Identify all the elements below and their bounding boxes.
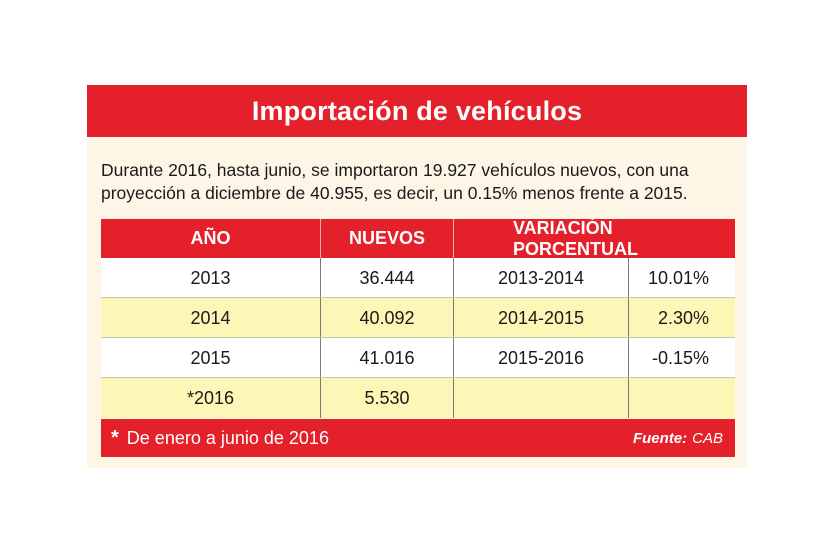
- cell-pct: 2.30%: [657, 307, 709, 328]
- table-header: AÑO NUEVOS VARIACIÓN PORCENTUAL: [101, 217, 735, 259]
- infographic-title: Importación de vehículos: [87, 85, 747, 137]
- cell-pct: 10.01%: [647, 267, 709, 288]
- table-row: 2014 40.092 2014-2015 2.30%: [101, 298, 735, 338]
- cell-period: [454, 378, 628, 418]
- cell-pct: [629, 378, 735, 418]
- cell-period: 2013-2014: [497, 267, 585, 288]
- cell-new: 36.444: [359, 267, 415, 288]
- intro-text: Durante 2016, hasta junio, se importaron…: [101, 159, 737, 205]
- cell-year: *2016: [186, 387, 235, 408]
- cell-period: 2015-2016: [497, 347, 585, 368]
- cell-pct: -0.15%: [651, 347, 709, 368]
- import-table: AÑO NUEVOS VARIACIÓN PORCENTUAL 2013 36.…: [101, 217, 735, 418]
- source-label: Fuente:: [632, 429, 688, 447]
- source-credit: Fuente: CAB: [633, 419, 723, 457]
- table-row: *2016 5.530: [101, 378, 735, 418]
- table-row: 2013 36.444 2013-2014 10.01%: [101, 258, 735, 298]
- header-new: NUEVOS: [348, 228, 426, 248]
- header-variation: VARIACIÓN PORCENTUAL: [513, 217, 638, 259]
- cell-year: 2015: [190, 347, 231, 368]
- cell-new: 5.530: [364, 387, 410, 408]
- cell-new: 41.016: [359, 347, 415, 368]
- infographic-card: Importación de vehículos Durante 2016, h…: [87, 85, 747, 468]
- table-row: 2015 41.016 2015-2016 -0.15%: [101, 338, 735, 378]
- cell-year: 2013: [190, 267, 231, 288]
- source-value: CAB: [692, 429, 723, 447]
- cell-new: 40.092: [359, 307, 415, 328]
- footnote-text: De enero a junio de 2016: [126, 427, 329, 448]
- footnote-asterisk: *: [111, 426, 119, 449]
- header-year: AÑO: [190, 228, 231, 248]
- footnote: * De enero a junio de 2016: [111, 419, 329, 457]
- intro-line-1: Durante 2016, hasta junio, se importaron…: [101, 160, 689, 180]
- cell-period: 2014-2015: [497, 307, 585, 328]
- footer-bar: * De enero a junio de 2016 Fuente: CAB: [101, 419, 735, 457]
- cell-year: 2014: [190, 307, 231, 328]
- intro-line-2: proyección a diciembre de 40.955, es dec…: [101, 183, 688, 203]
